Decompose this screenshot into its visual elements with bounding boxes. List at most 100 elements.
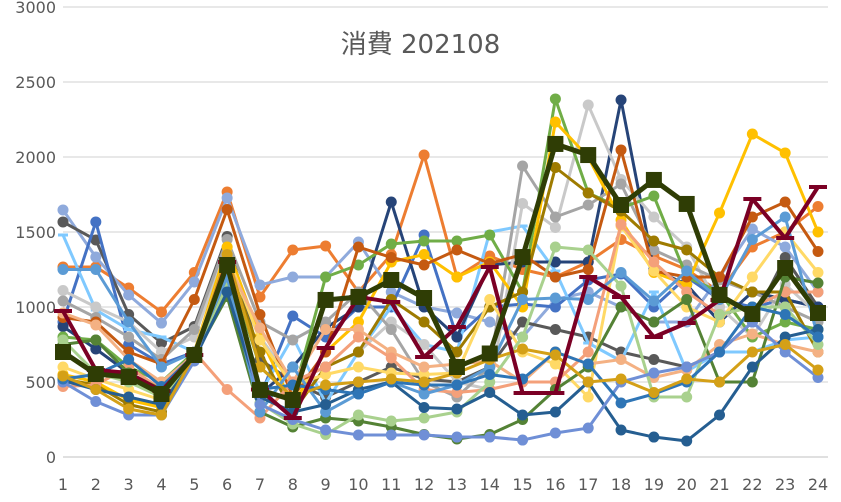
circle-marker: [714, 207, 726, 219]
circle-marker: [221, 204, 233, 215]
circle-marker: [615, 373, 627, 385]
circle-marker: [746, 328, 758, 340]
circle-marker: [812, 286, 824, 298]
circle-marker: [582, 99, 594, 111]
circle-marker: [517, 294, 529, 305]
circle-marker: [385, 252, 397, 263]
circle-marker: [287, 334, 299, 346]
square-marker: [120, 369, 137, 386]
circle-marker: [188, 294, 200, 305]
circle-marker: [582, 187, 594, 199]
circle-marker: [714, 309, 726, 320]
circle-marker: [484, 294, 496, 305]
square-marker: [481, 345, 498, 362]
circle-marker: [615, 178, 627, 190]
circle-marker: [451, 379, 463, 391]
circle-marker: [155, 337, 167, 349]
circle-marker: [155, 317, 167, 329]
circle-marker: [582, 358, 594, 370]
circle-marker: [254, 279, 266, 291]
y-axis-tick-labels: 0 500 1000 1500 2000 2500 3000: [15, 0, 56, 467]
circle-marker: [451, 271, 463, 283]
circle-marker: [517, 409, 529, 421]
circle-marker: [90, 216, 102, 228]
x-tick-label: 17: [578, 475, 598, 494]
square-marker: [613, 197, 630, 213]
circle-marker: [812, 267, 824, 278]
circle-marker: [254, 291, 266, 303]
x-tick-label: 3: [124, 475, 134, 494]
circle-marker: [320, 424, 332, 436]
circle-marker: [648, 387, 660, 398]
circle-marker: [746, 211, 758, 223]
circle-marker: [451, 403, 463, 415]
circle-marker: [287, 310, 299, 322]
circle-marker: [254, 334, 266, 346]
circle-marker: [451, 307, 463, 319]
circle-marker: [681, 294, 693, 305]
circle-marker: [779, 147, 791, 159]
circle-marker: [320, 240, 332, 252]
circle-marker: [582, 264, 594, 275]
square-marker: [448, 359, 465, 375]
circle-marker: [517, 198, 529, 209]
square-marker: [383, 272, 400, 288]
circle-marker: [320, 271, 332, 283]
circle-marker: [57, 204, 69, 216]
circle-marker: [287, 271, 299, 283]
circle-marker: [385, 196, 397, 208]
y-tick-label: 500: [25, 373, 56, 392]
circle-marker: [385, 324, 397, 335]
circle-marker: [221, 286, 233, 298]
circle-marker: [549, 406, 561, 418]
circle-marker: [90, 343, 102, 355]
square-marker: [350, 288, 367, 305]
circle-marker: [746, 361, 758, 373]
x-tick-label: 13: [447, 475, 467, 494]
circle-marker: [254, 399, 266, 410]
circle-marker: [648, 295, 660, 307]
x-tick-label: 23: [775, 475, 795, 494]
square-marker: [744, 306, 761, 323]
circle-marker: [418, 249, 430, 260]
data-series: [54, 93, 827, 447]
square-marker: [514, 249, 531, 266]
circle-marker: [123, 316, 135, 328]
circle-marker: [320, 399, 332, 410]
circle-marker: [90, 384, 102, 395]
square-marker: [317, 291, 334, 308]
circle-marker: [812, 277, 824, 289]
circle-marker: [385, 415, 397, 427]
circle-marker: [582, 376, 594, 388]
circle-marker: [418, 316, 430, 328]
square-marker: [711, 287, 728, 303]
circle-marker: [385, 373, 397, 385]
circle-marker: [90, 301, 102, 313]
circle-marker: [123, 289, 135, 301]
circle-marker: [812, 246, 824, 257]
circle-marker: [418, 388, 430, 400]
y-tick-label: 2500: [15, 73, 56, 92]
square-marker: [678, 195, 695, 212]
circle-marker: [123, 391, 135, 403]
circle-marker: [648, 354, 660, 365]
square-marker: [777, 260, 794, 276]
circle-marker: [746, 376, 758, 388]
y-tick-label: 3000: [15, 0, 56, 17]
circle-marker: [812, 201, 824, 212]
circle-marker: [549, 427, 561, 439]
circle-marker: [549, 358, 561, 370]
circle-marker: [57, 321, 69, 332]
circle-marker: [615, 267, 627, 278]
circle-marker: [352, 361, 364, 373]
x-tick-label: 15: [512, 475, 532, 494]
circle-marker: [779, 339, 791, 350]
circle-marker: [57, 361, 69, 373]
circle-marker: [779, 196, 791, 208]
circle-marker: [352, 259, 364, 271]
circle-marker: [188, 324, 200, 335]
circle-marker: [451, 331, 463, 343]
circle-marker: [549, 211, 561, 223]
circle-marker: [418, 149, 430, 161]
